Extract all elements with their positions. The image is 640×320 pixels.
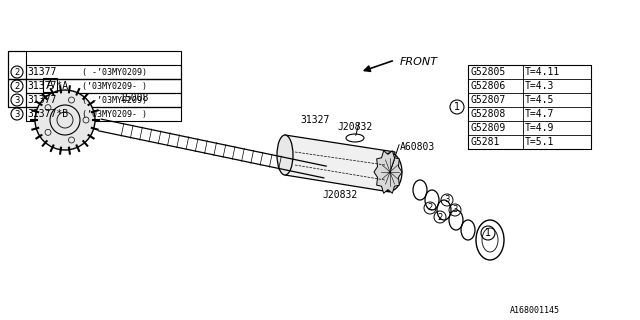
Text: G52808: G52808 xyxy=(470,109,505,119)
Text: 3: 3 xyxy=(452,205,458,214)
Polygon shape xyxy=(285,135,395,192)
Text: 31327: 31327 xyxy=(300,115,330,125)
Text: G52805: G52805 xyxy=(470,67,505,77)
Text: 3: 3 xyxy=(14,109,20,118)
Text: 2: 2 xyxy=(437,212,443,221)
Text: T=4.9: T=4.9 xyxy=(525,123,554,133)
Text: 31377*A: 31377*A xyxy=(27,81,68,91)
Text: 15008: 15008 xyxy=(120,93,149,103)
Text: 31377: 31377 xyxy=(27,95,56,105)
Text: ( -’03MY0209): ( -’03MY0209) xyxy=(82,95,147,105)
Text: FRONT: FRONT xyxy=(400,57,438,67)
Text: T=5.1: T=5.1 xyxy=(525,137,554,147)
Text: G5281: G5281 xyxy=(470,137,499,147)
Text: T=4.11: T=4.11 xyxy=(525,67,560,77)
Text: 3: 3 xyxy=(444,196,450,204)
Text: A168001145: A168001145 xyxy=(510,306,560,315)
Text: 31377*B: 31377*B xyxy=(27,109,68,119)
Polygon shape xyxy=(374,151,402,193)
Text: 3: 3 xyxy=(14,95,20,105)
Text: 1: 1 xyxy=(454,102,460,112)
Circle shape xyxy=(35,90,95,150)
Text: J20832: J20832 xyxy=(337,122,372,132)
Text: J20832: J20832 xyxy=(323,190,358,200)
Text: 1: 1 xyxy=(485,228,491,238)
Ellipse shape xyxy=(277,135,293,175)
Text: (’03MY0209- ): (’03MY0209- ) xyxy=(82,82,147,91)
Text: G52807: G52807 xyxy=(470,95,505,105)
Text: (’03MY0209- ): (’03MY0209- ) xyxy=(82,109,147,118)
Text: A60803: A60803 xyxy=(400,142,435,152)
Text: 2: 2 xyxy=(14,68,20,76)
Text: ( -’03MY0209): ( -’03MY0209) xyxy=(82,68,147,76)
Text: G52806: G52806 xyxy=(470,81,505,91)
Text: 2: 2 xyxy=(428,204,433,212)
Text: T=4.7: T=4.7 xyxy=(525,109,554,119)
Text: T=4.5: T=4.5 xyxy=(525,95,554,105)
Text: T=4.3: T=4.3 xyxy=(525,81,554,91)
Ellipse shape xyxy=(378,153,402,191)
Text: 2: 2 xyxy=(14,82,20,91)
Text: G52809: G52809 xyxy=(470,123,505,133)
Text: 31377: 31377 xyxy=(27,67,56,77)
Text: A: A xyxy=(47,80,53,90)
